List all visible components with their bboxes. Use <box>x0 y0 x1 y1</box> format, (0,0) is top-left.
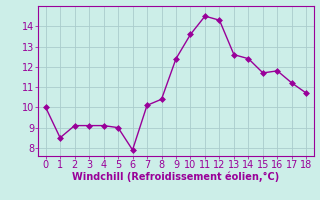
X-axis label: Windchill (Refroidissement éolien,°C): Windchill (Refroidissement éolien,°C) <box>72 172 280 182</box>
